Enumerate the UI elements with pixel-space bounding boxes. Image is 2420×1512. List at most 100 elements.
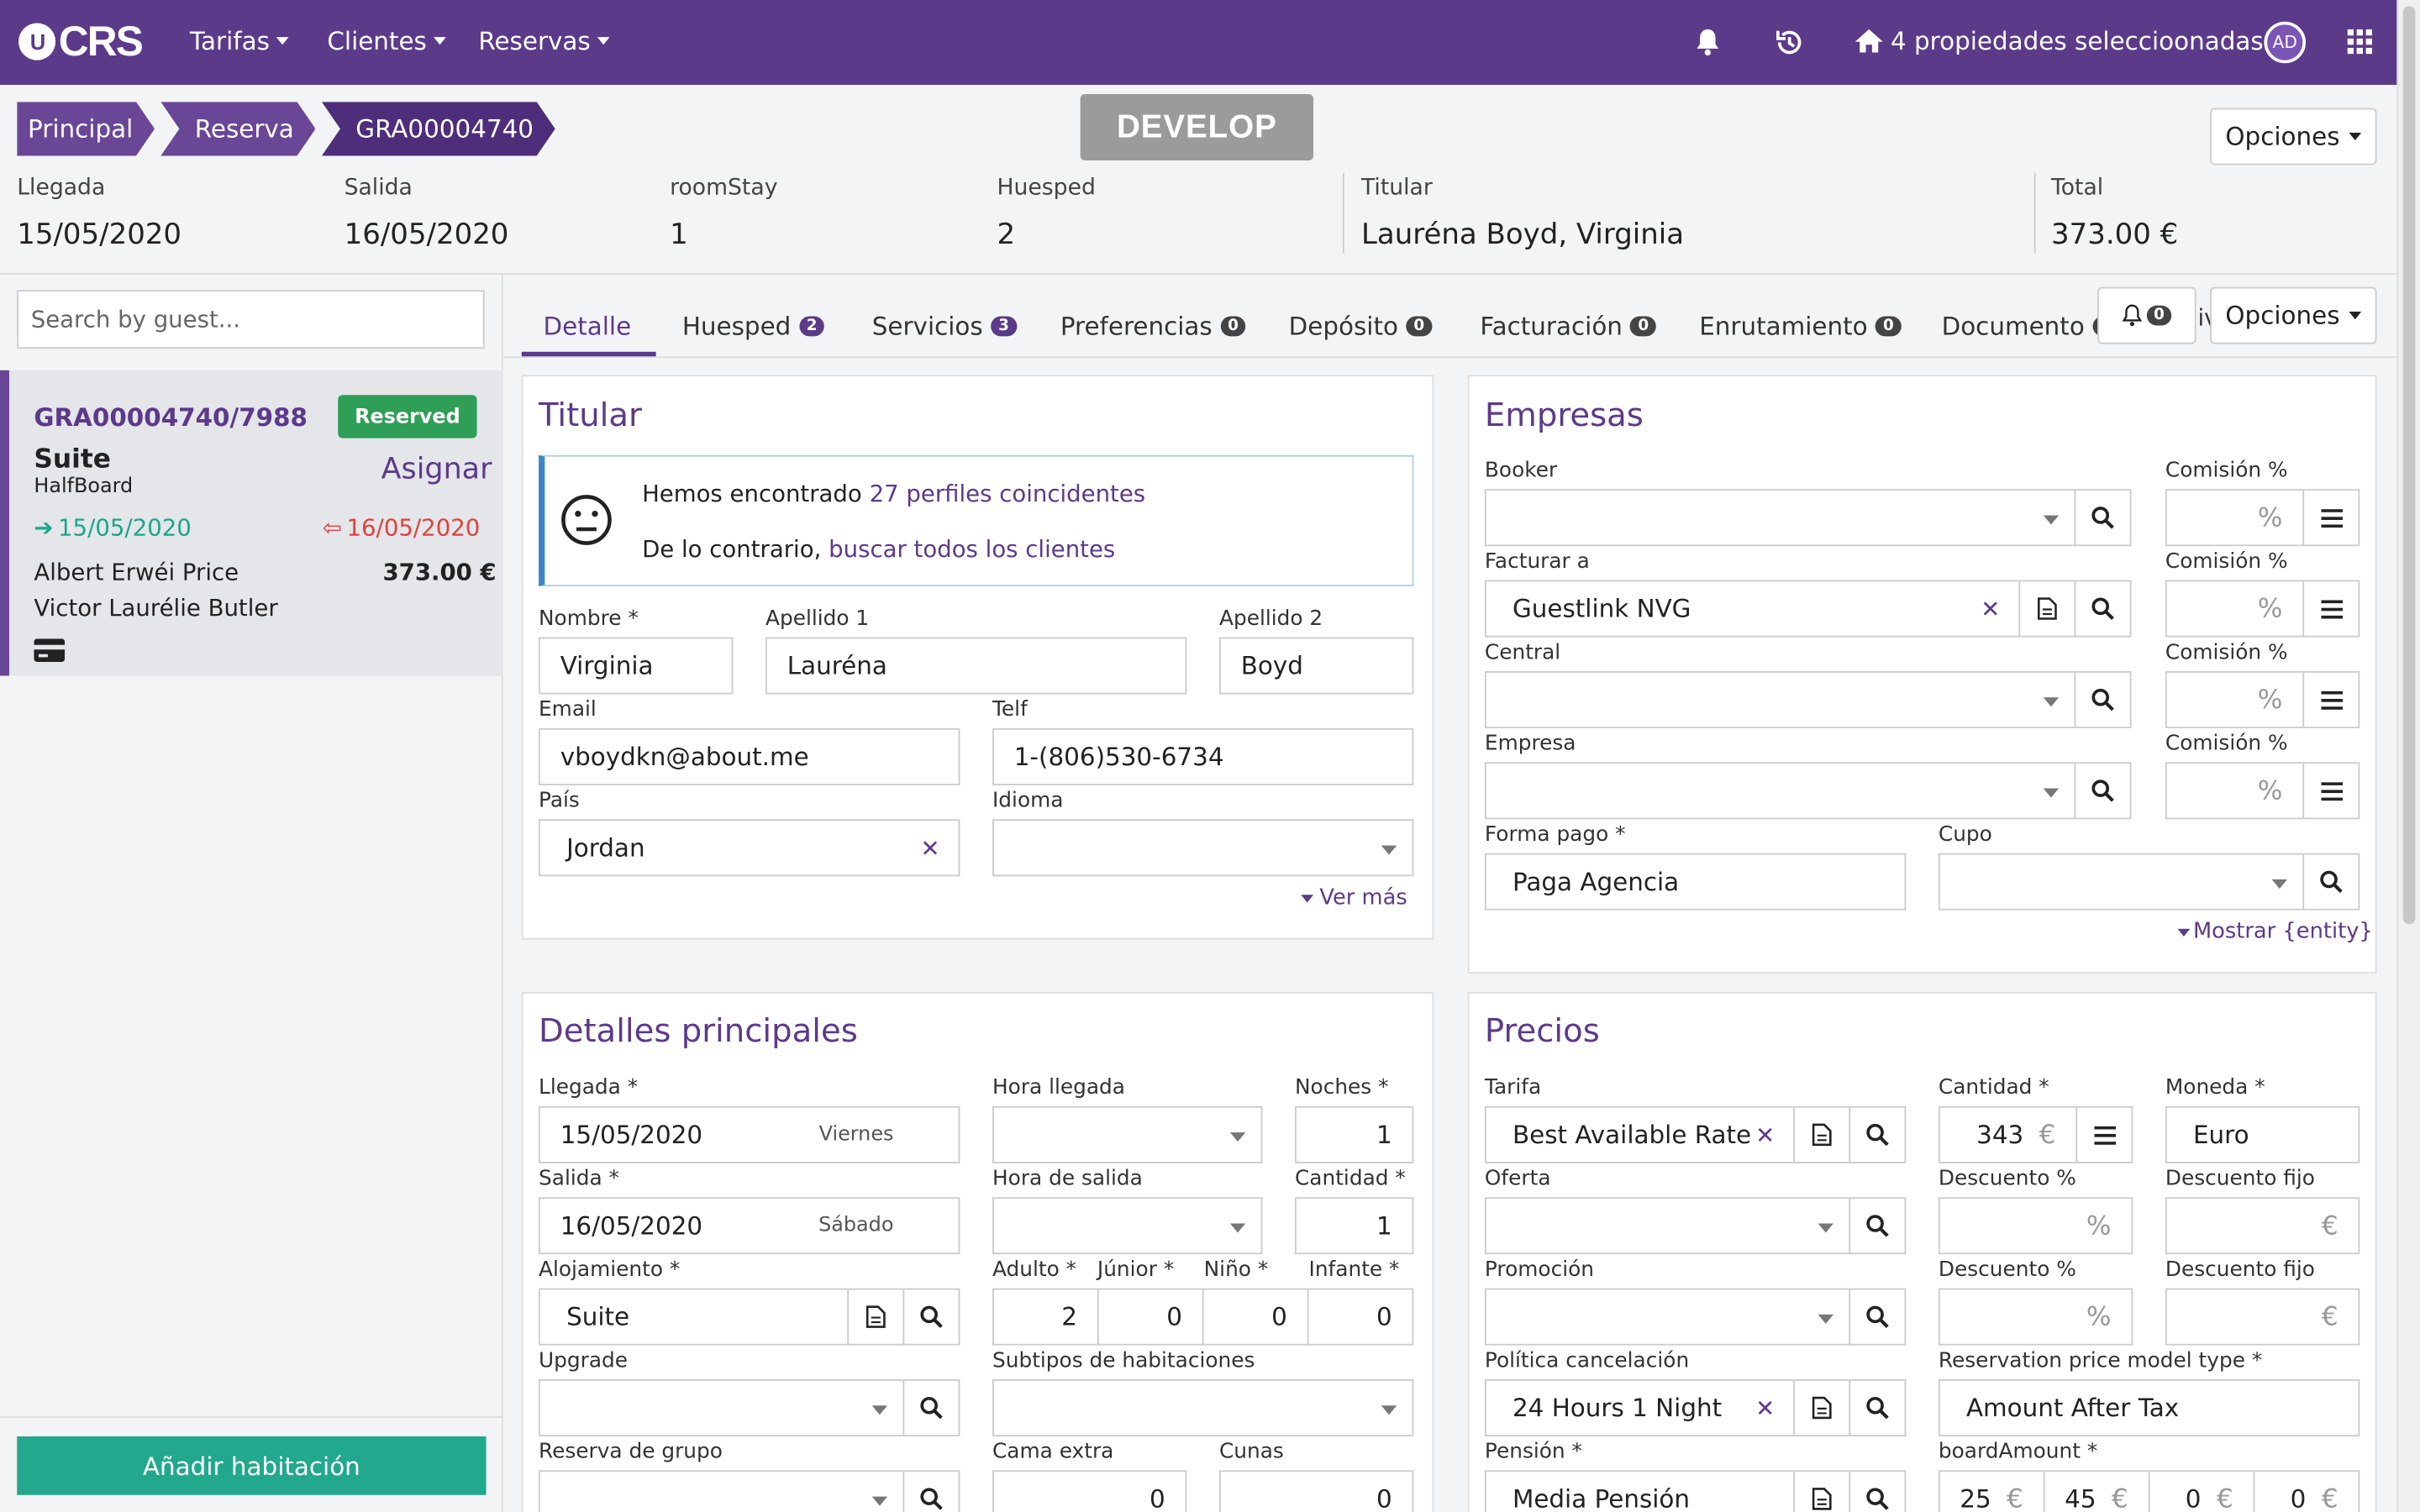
precio-cantidad-field[interactable]: 343 € [1938, 1105, 2078, 1163]
notifications-button[interactable]: 0 [2097, 286, 2196, 344]
assign-link[interactable]: Asignar [381, 452, 492, 486]
apps-grid-icon[interactable] [2347, 29, 2373, 55]
tarifa-detail-button[interactable] [1793, 1105, 1851, 1163]
scrollbar-thumb[interactable] [2402, 6, 2416, 925]
upgrade-search-button[interactable] [902, 1379, 960, 1436]
alojamiento-search-button[interactable] [902, 1288, 960, 1346]
subtipos-select[interactable] [992, 1379, 1414, 1436]
options-button-tabs[interactable]: Opciones [2210, 286, 2377, 344]
moneda-field[interactable]: Euro [2165, 1105, 2360, 1163]
empresa-select[interactable] [1484, 762, 2076, 820]
facturar-detail-button[interactable] [2018, 580, 2076, 638]
board-amount-field[interactable]: 0 € [2148, 1470, 2255, 1512]
promocion-descuento-fijo-field[interactable]: € [2165, 1288, 2360, 1346]
page-scrollbar[interactable] [2396, 0, 2420, 1512]
tab-preferencias[interactable]: Preferencias 0 [1060, 312, 1247, 341]
pension-select[interactable]: Media Pensión [1484, 1470, 1796, 1512]
room-stay-card[interactable]: GRA00004740/7988 Reserved Suite HalfBoar… [0, 370, 503, 676]
clear-icon[interactable]: ✕ [1981, 595, 2001, 623]
property-selector[interactable]: 4 propiedades seleccioonadas [1854, 26, 2264, 55]
upgrade-select[interactable] [539, 1379, 905, 1436]
empresa-comision-menu-button[interactable] [2302, 762, 2360, 820]
tab-servicios[interactable]: Servicios 3 [872, 312, 1018, 341]
nombre-field[interactable]: Virginia [539, 637, 734, 695]
apellido2-field[interactable]: Boyd [1218, 637, 1414, 695]
cupo-search-button[interactable] [2302, 853, 2360, 911]
booker-select[interactable] [1484, 489, 2076, 547]
det-salida-field[interactable]: 16/05/2020 Sábado [539, 1197, 960, 1255]
booker-search-button[interactable] [2074, 489, 2132, 547]
hora-llegada-select[interactable] [992, 1105, 1263, 1163]
adulto-field[interactable]: 2 [992, 1288, 1099, 1346]
det-llegada-field[interactable]: 15/05/2020 Viernes [539, 1105, 960, 1163]
oferta-descuento-fijo-field[interactable]: € [2165, 1197, 2360, 1255]
empresa-comision-field[interactable]: % [2165, 762, 2305, 820]
junior-field[interactable]: 0 [1097, 1288, 1204, 1346]
tab-huesped[interactable]: Huesped 2 [682, 312, 825, 341]
reserva-grupo-search-button[interactable] [902, 1470, 960, 1512]
pais-select[interactable]: Jordan ✕ [539, 819, 960, 877]
facturar-comision-menu-button[interactable] [2302, 580, 2360, 638]
price-model-field[interactable]: Amount After Tax [1938, 1379, 2360, 1436]
alojamiento-field[interactable]: Suite [539, 1288, 850, 1346]
nav-menu-reservas[interactable]: Reservas [478, 26, 609, 55]
empresa-search-button[interactable] [2074, 762, 2132, 820]
matching-profiles-link[interactable]: 27 perfiles coincidentes [869, 480, 1146, 508]
guest-search-input[interactable]: Search by guest... [17, 290, 485, 349]
oferta-descuento-pct-field[interactable]: % [1938, 1197, 2133, 1255]
central-select[interactable] [1484, 670, 2076, 728]
central-comision-field[interactable]: % [2165, 670, 2305, 728]
mostrar-entity-link[interactable]: Mostrar {entity} [2177, 920, 2373, 944]
promocion-descuento-pct-field[interactable]: % [1938, 1288, 2133, 1346]
board-amount-field[interactable]: 45 € [2043, 1470, 2150, 1512]
ver-mas-link[interactable]: Ver más [1301, 885, 1407, 911]
breadcrumb-reserva[interactable]: Reserva [160, 102, 315, 155]
precio-cantidad-menu-button[interactable] [2075, 1105, 2133, 1163]
central-search-button[interactable] [2074, 670, 2132, 728]
tab-detalle[interactable]: Detalle [544, 312, 632, 341]
politica-select[interactable]: 24 Hours 1 Night ✕ [1484, 1379, 1796, 1436]
telf-field[interactable]: 1-(806)530-6734 [992, 727, 1414, 785]
infante-field[interactable]: 0 [1307, 1288, 1414, 1346]
hora-salida-select[interactable] [992, 1197, 1263, 1255]
politica-search-button[interactable] [1849, 1379, 1907, 1436]
politica-detail-button[interactable] [1793, 1379, 1851, 1436]
clear-icon[interactable]: ✕ [920, 833, 940, 862]
add-room-button[interactable]: Añadir habitación [17, 1436, 487, 1495]
oferta-search-button[interactable] [1849, 1197, 1907, 1255]
nino-field[interactable]: 0 [1202, 1288, 1309, 1346]
det-cantidad-field[interactable]: 1 [1294, 1197, 1414, 1255]
search-all-clients-link[interactable]: buscar todos los clientes [829, 535, 1116, 564]
bell-icon[interactable] [1695, 28, 1721, 57]
alojamiento-detail-button[interactable] [847, 1288, 905, 1346]
facturar-search-button[interactable] [2074, 580, 2132, 638]
cupo-select[interactable] [1938, 853, 2305, 911]
clear-icon[interactable]: ✕ [1755, 1121, 1776, 1149]
board-amount-field[interactable]: 25 € [1938, 1470, 2045, 1512]
email-field[interactable]: vboydkn@about.me [539, 727, 960, 785]
tarifa-search-button[interactable] [1849, 1105, 1907, 1163]
pension-detail-button[interactable] [1793, 1470, 1851, 1512]
central-comision-menu-button[interactable] [2302, 670, 2360, 728]
noches-field[interactable]: 1 [1294, 1105, 1414, 1163]
breadcrumb-principal[interactable]: Principal [17, 102, 155, 155]
tab-facturacion[interactable]: Facturación 0 [1480, 312, 1657, 341]
nav-menu-tarifas[interactable]: Tarifas [190, 26, 288, 55]
options-button-top[interactable]: Opciones [2210, 108, 2377, 165]
promocion-search-button[interactable] [1849, 1288, 1907, 1346]
oferta-select[interactable] [1484, 1197, 1851, 1255]
apellido1-field[interactable]: Lauréna [765, 637, 1187, 695]
board-amount-field[interactable]: 0 € [2253, 1470, 2360, 1512]
cunas-field[interactable]: 0 [1218, 1470, 1414, 1512]
booker-comision-field[interactable]: % [2165, 489, 2305, 547]
forma-pago-field[interactable]: Paga Agencia [1484, 853, 1907, 911]
history-icon[interactable] [1775, 28, 1804, 57]
booker-comision-menu-button[interactable] [2302, 489, 2360, 547]
promocion-select[interactable] [1484, 1288, 1851, 1346]
tarifa-select[interactable]: Best Available Rate ✕ [1484, 1105, 1796, 1163]
reserva-grupo-select[interactable] [539, 1470, 905, 1512]
pension-search-button[interactable] [1849, 1470, 1907, 1512]
cama-extra-field[interactable]: 0 [992, 1470, 1187, 1512]
tab-deposito[interactable]: Depósito 0 [1289, 312, 1433, 341]
